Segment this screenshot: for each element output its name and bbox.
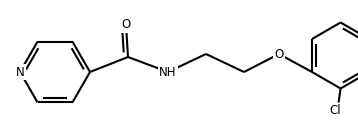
Text: NH: NH [159,66,177,79]
Text: O: O [121,18,131,31]
Text: O: O [274,47,284,60]
Text: N: N [16,66,24,79]
Text: Cl: Cl [330,104,342,117]
